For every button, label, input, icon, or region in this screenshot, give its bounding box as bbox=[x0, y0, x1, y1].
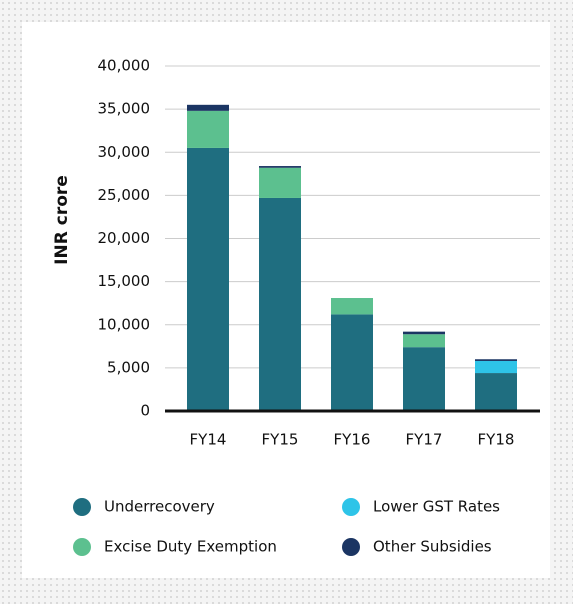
legend-swatch bbox=[342, 538, 360, 556]
x-tick-label: FY15 bbox=[262, 431, 299, 449]
bar-segment bbox=[403, 331, 445, 335]
x-tick-label: FY14 bbox=[190, 431, 227, 449]
x-tick-label: FY17 bbox=[406, 431, 443, 449]
y-tick-label: 20,000 bbox=[98, 229, 151, 247]
bar-segment bbox=[259, 197, 301, 411]
bar-segment bbox=[475, 373, 517, 411]
bar-segment bbox=[475, 359, 517, 361]
y-tick-label: 15,000 bbox=[98, 272, 151, 290]
bar-segment bbox=[403, 334, 445, 348]
bar-segment bbox=[259, 166, 301, 168]
legend-swatch bbox=[73, 538, 91, 556]
bar-segment bbox=[331, 314, 373, 411]
y-tick-label: 5,000 bbox=[107, 358, 150, 376]
x-tick-label: FY18 bbox=[478, 431, 515, 449]
bar-segment bbox=[187, 104, 229, 111]
legend-label: Lower GST Rates bbox=[373, 498, 500, 516]
y-tick-label: 30,000 bbox=[98, 143, 151, 161]
legend-label: Underrecovery bbox=[104, 498, 215, 516]
bar-segment bbox=[331, 298, 373, 315]
bar-segment bbox=[187, 110, 229, 148]
bar-segment bbox=[403, 347, 445, 411]
y-tick-label: 35,000 bbox=[98, 100, 151, 118]
legend-swatch bbox=[73, 498, 91, 516]
y-tick-label: 25,000 bbox=[98, 186, 151, 204]
legend-label: Excise Duty Exemption bbox=[104, 538, 277, 556]
bar-segment bbox=[259, 167, 301, 198]
y-tick-label: 0 bbox=[140, 402, 150, 420]
y-tick-label: 40,000 bbox=[98, 57, 151, 75]
bar-segment bbox=[475, 360, 517, 374]
legend-swatch bbox=[342, 498, 360, 516]
y-axis-label: INR crore bbox=[52, 175, 72, 265]
x-tick-label: FY16 bbox=[334, 431, 371, 449]
bar-segment bbox=[187, 147, 229, 411]
legend-label: Other Subsidies bbox=[373, 538, 492, 556]
y-tick-label: 10,000 bbox=[98, 315, 151, 333]
